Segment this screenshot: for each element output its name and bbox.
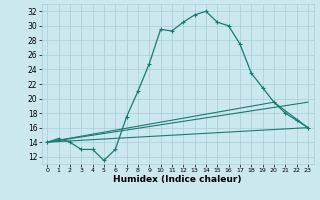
X-axis label: Humidex (Indice chaleur): Humidex (Indice chaleur)	[113, 175, 242, 184]
